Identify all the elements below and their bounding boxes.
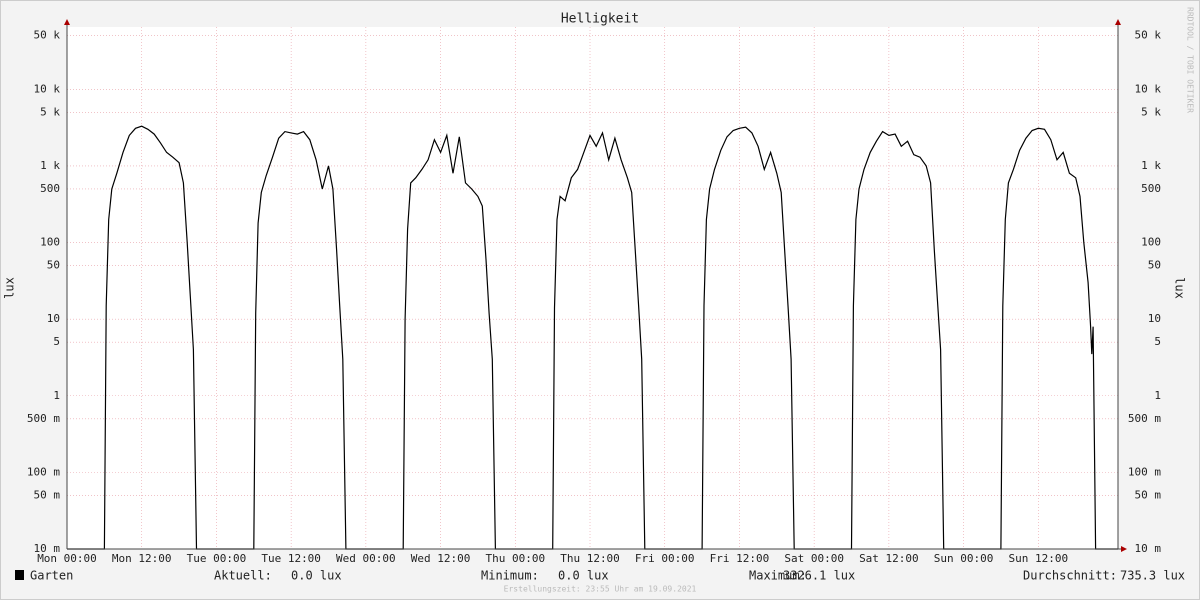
x-tick-label: Mon 00:00 <box>37 552 97 565</box>
y-tick-label: 50 <box>47 259 60 272</box>
stat-label: Maximum: <box>749 569 807 583</box>
y2-tick-label: 100 <box>1141 236 1161 249</box>
y-tick-label: 5 <box>53 335 60 348</box>
y-tick-label: 100 m <box>27 465 60 478</box>
y-tick-label: 50 m <box>34 488 61 501</box>
legend-swatch <box>15 570 24 580</box>
y2-tick-label: 1 k <box>1141 159 1161 172</box>
stat-value: 0.0 lux <box>291 569 342 583</box>
y2-tick-label: 5 k <box>1141 105 1161 118</box>
plot <box>67 125 1118 550</box>
x-tick-label: Thu 12:00 <box>560 552 620 565</box>
x-tick-label: Thu 00:00 <box>485 552 545 565</box>
x-tick-label: Sat 12:00 <box>859 552 919 565</box>
y2-tick-label: 5 <box>1154 335 1161 348</box>
x-tick-label: Sun 00:00 <box>934 552 994 565</box>
x-tick-label: Sat 00:00 <box>784 552 844 565</box>
y2-tick-label: 500 <box>1141 182 1161 195</box>
y-tick-label: 10 <box>47 312 60 325</box>
y2-tick-label: 10 m <box>1135 542 1162 555</box>
y2-axis-label: lux <box>1173 277 1187 299</box>
data-line <box>67 125 1118 550</box>
y-tick-label: 50 k <box>34 29 61 42</box>
x-tick-label: Fri 00:00 <box>635 552 695 565</box>
watermark: RRDTOOL / TOBI OETIKER <box>1186 7 1195 113</box>
x-tick-label: Sun 12:00 <box>1008 552 1068 565</box>
chart-title: Helligkeit <box>561 12 639 27</box>
y-tick-label: 1 <box>53 389 60 402</box>
y2-tick-label: 50 <box>1148 259 1161 272</box>
y-tick-label: 1 k <box>40 159 60 172</box>
stat-value: 0.0 lux <box>558 569 609 583</box>
x-tick-label: Tue 00:00 <box>187 552 247 565</box>
y2-tick-label: 10 <box>1148 312 1161 325</box>
y-tick-label: 500 m <box>27 412 60 425</box>
y2-tick-label: 100 m <box>1128 465 1161 478</box>
stat-label: Aktuell: <box>214 569 272 583</box>
x-tick-label: Wed 00:00 <box>336 552 396 565</box>
y2-tick-label: 50 k <box>1135 29 1162 42</box>
y2-tick-label: 50 m <box>1135 488 1162 501</box>
y2-tick-label: 10 k <box>1135 82 1162 95</box>
y-axis-label: lux <box>3 277 17 299</box>
stat-value: 735.3 lux <box>1120 569 1185 583</box>
y2-tick-label: 1 <box>1154 389 1161 402</box>
x-tick-label: Mon 12:00 <box>112 552 172 565</box>
y-tick-label: 100 <box>40 236 60 249</box>
stat-label: Minimum: <box>481 569 539 583</box>
footer: Erstellungszeit: 23:55 Uhr am 19.09.2021 <box>504 585 697 594</box>
x-tick-label: Wed 12:00 <box>411 552 471 565</box>
y-tick-label: 10 m <box>34 542 61 555</box>
x-tick-label: Fri 12:00 <box>710 552 770 565</box>
y2-tick-label: 500 m <box>1128 412 1161 425</box>
x-tick-label: Tue 12:00 <box>261 552 321 565</box>
stat-label: Durchschnitt: <box>1023 569 1117 583</box>
stat-value: 3326.1 lux <box>783 569 855 583</box>
legend-label: Garten <box>30 569 73 583</box>
y-tick-label: 500 <box>40 182 60 195</box>
y-tick-label: 5 k <box>40 105 60 118</box>
y-tick-label: 10 k <box>34 82 61 95</box>
plot-area <box>67 27 1118 549</box>
